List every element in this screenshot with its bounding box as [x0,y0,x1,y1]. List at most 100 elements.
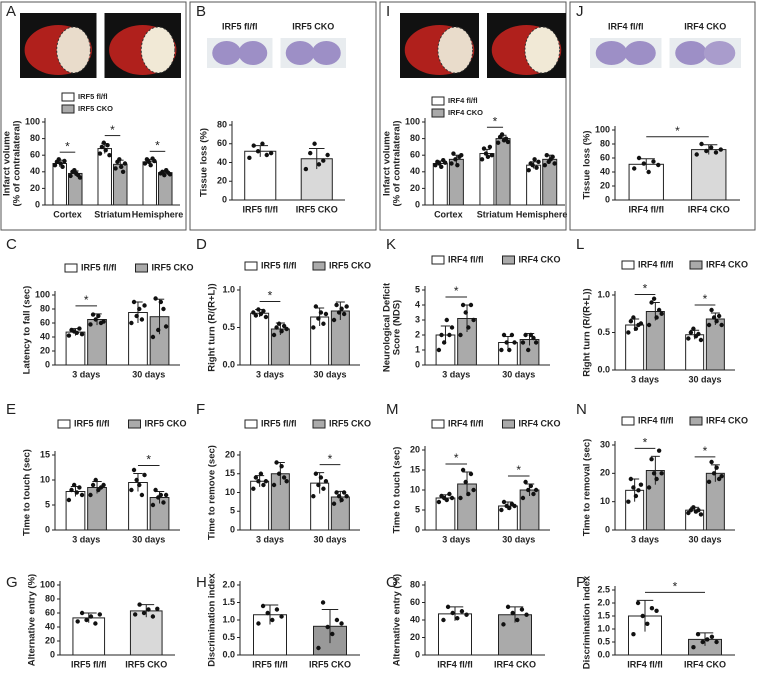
y-tick-label: 100 [35,289,50,299]
data-point [471,317,476,323]
y-tick-label: 20 [45,635,55,645]
x-tick-label: IRF5 fl/fl [71,659,107,669]
data-point [66,333,72,338]
x-tick-label: Hemisphere [516,209,568,219]
data-point [499,347,504,353]
legend-label: IRF5 fl/fl [81,262,117,272]
legend-label: IRF4 fl/fl [638,415,674,425]
legend-label: IRF5 CKO [329,260,371,270]
data-point [503,136,509,141]
y-tick-label: 3 [415,314,420,324]
bar [72,617,106,656]
data-point [526,167,531,173]
x-tick-label: Cortex [434,209,463,219]
legend-label: IRF4 fl/fl [448,418,484,428]
panel-letter: K [386,236,396,253]
data-point [153,296,158,301]
y-axis-label: Time to touch (sec) [392,447,403,534]
y-tick-label: 0 [605,524,610,534]
data-point [520,495,526,501]
data-point [686,336,691,341]
x-tick-label: 3 days [442,369,470,379]
x-tick-label: Striatum [477,209,514,219]
data-point [455,616,460,621]
significance-label: * [65,139,70,153]
data-point [436,347,442,353]
bar [65,491,86,531]
data-point [699,141,704,147]
data-point [150,614,156,619]
data-point [321,321,326,326]
data-point [633,493,639,499]
data-point [271,482,277,488]
data-point [716,476,722,482]
data-point [700,639,705,645]
data-point [150,502,156,508]
data-point [651,159,656,164]
y-tick-label: 0.0 [597,364,610,374]
x-tick-label: 3 days [72,369,100,379]
data-point [336,310,342,315]
data-point [279,329,284,334]
data-point [251,486,256,491]
y-tick-label: 1.0 [222,614,235,624]
y-tick-label: 80 [45,593,55,603]
data-point [131,299,137,305]
legend-swatch [502,419,515,429]
y-tick-label: 1.5 [222,597,235,607]
data-point [544,153,549,158]
significance-label: * [454,284,459,298]
legend-swatch [621,260,635,270]
data-point [137,306,142,312]
data-point [487,144,493,150]
data-point [458,332,463,338]
legend-label: IRF5 fl/fl [78,92,108,101]
data-point [495,140,501,145]
data-point [153,487,158,493]
data-point [142,472,147,478]
data-point [96,313,101,319]
data-point [656,307,662,313]
data-point [552,161,557,166]
data-point [626,330,631,335]
data-point [339,621,344,626]
legend-label: IRF5 fl/fl [261,260,297,270]
y-tick-label: 80 [30,133,40,143]
panel-letter: E [6,401,16,418]
data-point [313,471,319,476]
y-tick-label: 40 [217,157,227,167]
panel-letter: G [6,574,18,591]
legend-swatch [689,260,703,270]
y-axis-label: Alternative entry (%) [392,574,403,666]
panel-letter: D [196,236,207,253]
data-point [631,315,636,320]
y-tick-label: 10 [600,496,610,506]
y-tick-label: 80 [40,303,50,313]
data-point [444,317,449,323]
data-point [695,632,701,637]
data-point [628,476,634,482]
data-point [341,490,347,495]
significance-label: * [84,293,89,307]
data-point [479,157,485,162]
y-tick-label: 60 [410,597,420,607]
data-point [260,603,266,609]
y-tick-label: 5 [230,506,235,516]
data-point [507,505,512,511]
data-point [56,157,61,162]
y-tick-label: 0 [605,194,610,204]
data-point [284,326,289,332]
y-tick-label: 0 [45,524,50,534]
data-point [120,169,126,174]
y-tick-label: 20 [410,632,420,642]
data-point [696,331,701,337]
x-tick-label: 3 days [256,369,284,379]
image-label: IRF5 CKO [292,21,334,31]
panel-frame [569,1,756,231]
data-point [134,313,139,319]
data-point [505,604,511,610]
data-point [449,325,455,330]
data-point [117,157,122,162]
data-point [550,154,555,160]
bar [52,163,67,206]
